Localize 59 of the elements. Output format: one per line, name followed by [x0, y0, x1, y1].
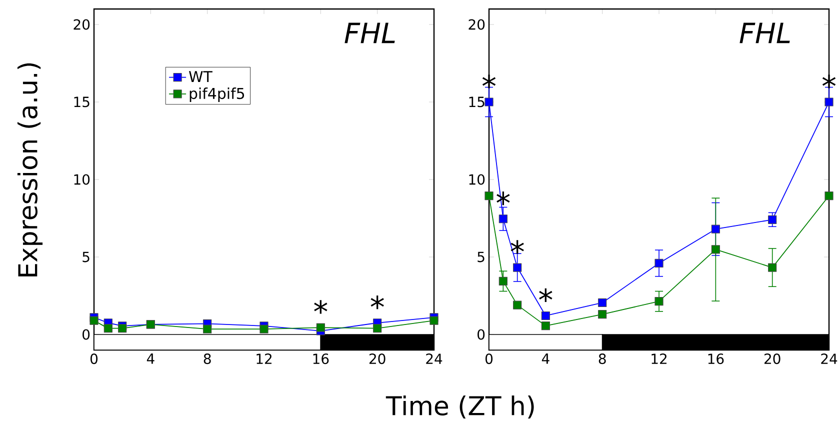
- point: [90, 316, 98, 325]
- annotation: *: [539, 288, 552, 302]
- point: [768, 215, 777, 224]
- annotation: *: [314, 300, 328, 314]
- legend-label: WT: [188, 71, 212, 82]
- x-tick-label: 4: [146, 354, 154, 364]
- point: [513, 263, 522, 272]
- point: [430, 316, 438, 325]
- point: [541, 311, 550, 320]
- point: [598, 298, 607, 308]
- x-tick-label: 20: [369, 354, 386, 364]
- x-tick-label: 4: [542, 354, 550, 364]
- x-tick-label: 12: [256, 354, 272, 364]
- point: [484, 191, 494, 200]
- x-tick-label: 16: [313, 354, 329, 364]
- annotation: *: [370, 295, 384, 310]
- point: [260, 324, 268, 334]
- point: [203, 324, 212, 334]
- point: [654, 258, 664, 268]
- point: [118, 324, 127, 333]
- x-axis-title: Time (ZT h): [386, 395, 534, 419]
- y-tick-label: 15: [74, 96, 90, 108]
- y-tick-label: 20: [74, 19, 90, 30]
- point: [824, 98, 834, 106]
- point: [824, 191, 834, 200]
- point: [498, 214, 508, 224]
- x-tick-label: 24: [821, 354, 838, 364]
- x-tick-label: 24: [426, 354, 442, 364]
- point: [498, 276, 508, 286]
- point: [711, 224, 720, 234]
- y-tick-label: 10: [469, 174, 485, 185]
- x-tick-label: 16: [708, 354, 724, 364]
- y-tick-label: 5: [82, 252, 90, 262]
- y-tick-label: 15: [469, 96, 484, 108]
- point: [316, 323, 325, 332]
- point: [104, 324, 112, 333]
- x-tick-label: 8: [598, 354, 606, 364]
- x-tick-label: 12: [652, 354, 666, 364]
- x-tick-label: 0: [90, 354, 98, 364]
- point: [373, 324, 382, 333]
- y-tick-label: 0: [478, 329, 485, 340]
- annotation: FHL: [740, 22, 790, 44]
- legend-label: pif4pif5: [190, 88, 244, 102]
- x-tick-label: 20: [764, 354, 780, 364]
- point: [513, 300, 522, 310]
- y-tick-label: 5: [478, 252, 484, 262]
- x-tick-label: 0: [485, 354, 493, 364]
- y-axis-title: Expression (a.u.): [17, 63, 43, 276]
- y-tick-label: 0: [82, 329, 90, 340]
- annotation: FHL: [344, 22, 395, 44]
- y-tick-label: 20: [468, 19, 485, 30]
- point: [654, 297, 664, 306]
- point: [598, 310, 607, 319]
- point: [541, 322, 550, 330]
- point: [768, 263, 777, 272]
- point: [711, 245, 720, 254]
- y-tick-label: 10: [74, 174, 90, 185]
- x-tick-label: 8: [204, 354, 211, 364]
- point: [484, 98, 494, 106]
